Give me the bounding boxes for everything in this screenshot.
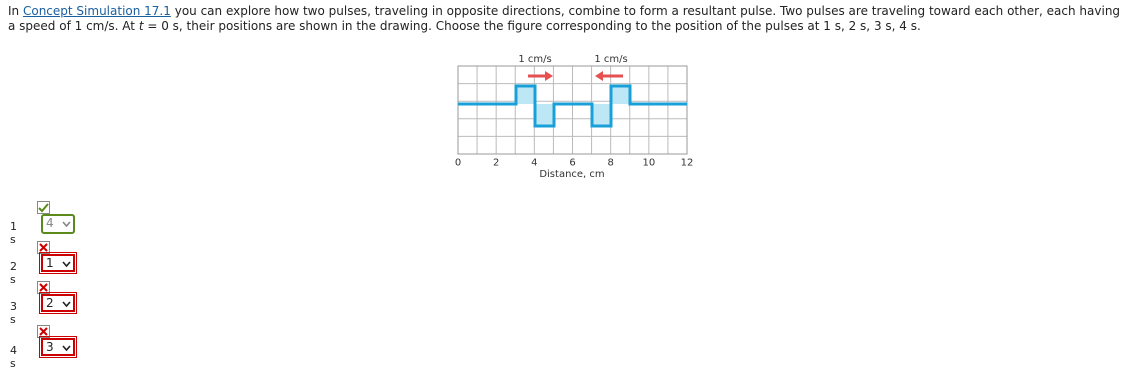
- variable: t: [138, 19, 144, 33]
- dropdown-value: 1: [46, 256, 54, 270]
- text: In: [8, 4, 20, 18]
- speed-label: 1 cm/s: [594, 54, 627, 65]
- incorrect-icon: [37, 241, 50, 254]
- dropdown[interactable]: 4: [41, 214, 75, 234]
- time-label: 4 s: [10, 344, 17, 370]
- pulse-fill: [535, 104, 554, 126]
- text: you can explore how two pulses, travelin…: [8, 4, 1121, 33]
- incorrect-icon: [37, 281, 50, 294]
- text: = 0 s, their positions are shown in the …: [147, 19, 921, 33]
- x-tick-label: 0: [455, 157, 461, 168]
- dropdown[interactable]: 2: [39, 292, 77, 314]
- dropdown[interactable]: 1: [39, 252, 77, 274]
- pulse-fill: [516, 86, 535, 104]
- time-label: 1 s: [10, 220, 17, 246]
- link[interactable]: Concept Simulation 17.1: [22, 4, 171, 18]
- axis-label: Distance, cm: [539, 169, 604, 180]
- x-tick-label: 10: [642, 157, 655, 168]
- arrow-head: [595, 71, 603, 81]
- dropdown-value: 2: [46, 296, 54, 310]
- speed-label: 1 cm/s: [518, 54, 551, 65]
- arrow-head: [545, 71, 553, 81]
- figure: 1 cm/s 1 cm/s Distance, cm 0 2 4 6 8 10 12: [455, 54, 694, 180]
- x-tick-label: 12: [681, 157, 694, 168]
- x-tick-label: 2: [493, 157, 499, 168]
- frame: [457, 65, 688, 155]
- x-tick-label: 4: [531, 157, 537, 168]
- dropdown-value: 4: [46, 216, 54, 230]
- pulse-fill: [592, 104, 611, 126]
- pulse-line: [458, 84, 687, 128]
- x-tick-label: 8: [607, 157, 613, 168]
- time-label: 3 s: [10, 300, 17, 326]
- dropdown-value: 3: [46, 340, 54, 354]
- pulse-fill: [611, 86, 630, 104]
- question: In Concept Simulation 17.1 you can explo…: [8, 4, 1128, 34]
- incorrect-icon: [37, 325, 50, 338]
- x-tick-label: 6: [569, 157, 575, 168]
- time-label: 2 s: [10, 260, 17, 286]
- correct-icon: [37, 201, 50, 214]
- dropdown[interactable]: 3: [39, 336, 77, 358]
